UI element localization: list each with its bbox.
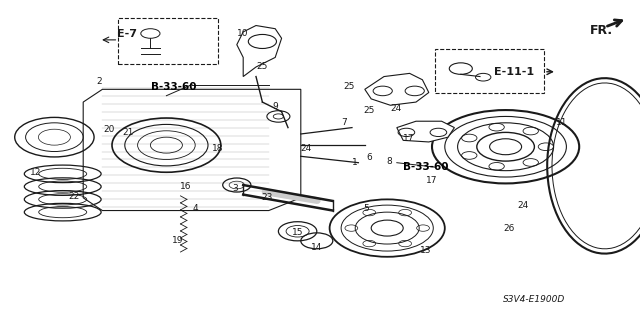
Text: 24: 24 (300, 144, 312, 153)
Text: 23: 23 (262, 193, 273, 202)
Text: 21: 21 (122, 128, 134, 137)
Text: 25: 25 (364, 106, 375, 115)
Text: 15: 15 (292, 228, 303, 237)
Text: 17: 17 (403, 134, 414, 143)
Text: 17: 17 (426, 176, 438, 185)
Text: B-33-60: B-33-60 (403, 161, 449, 172)
Text: 24: 24 (517, 201, 529, 210)
Polygon shape (365, 73, 429, 105)
Bar (435, 49, 544, 93)
Text: B-33-60: B-33-60 (151, 82, 197, 92)
Text: 2: 2 (97, 77, 102, 86)
Polygon shape (237, 26, 282, 77)
FancyArrowPatch shape (265, 192, 317, 201)
Text: 12: 12 (29, 168, 41, 177)
Text: 25: 25 (257, 63, 268, 71)
Text: E-7: E-7 (116, 29, 137, 40)
Text: 26: 26 (503, 224, 515, 233)
Text: FR.: FR. (590, 24, 613, 37)
Polygon shape (83, 89, 301, 211)
Text: 9: 9 (273, 102, 278, 111)
Text: E-11-1: E-11-1 (494, 67, 534, 77)
Polygon shape (397, 121, 454, 142)
Text: 6: 6 (367, 153, 372, 162)
Text: S3V4-E1900D: S3V4-E1900D (503, 295, 566, 304)
Text: 24: 24 (390, 104, 401, 113)
Text: 14: 14 (311, 243, 323, 252)
Text: 11: 11 (556, 118, 568, 127)
Text: 4: 4 (193, 204, 198, 213)
Text: 20: 20 (103, 125, 115, 134)
Text: 7: 7 (342, 118, 347, 127)
Text: 13: 13 (420, 246, 431, 255)
Text: 3: 3 (233, 184, 238, 193)
Text: 5: 5 (364, 204, 369, 213)
Text: 25: 25 (343, 82, 355, 91)
Bar (118, 18, 218, 64)
Text: 22: 22 (68, 192, 79, 201)
Text: 1: 1 (353, 158, 358, 167)
Text: 19: 19 (172, 236, 184, 245)
Text: 18: 18 (212, 144, 223, 153)
Text: 16: 16 (180, 182, 191, 191)
Text: 8: 8 (387, 157, 392, 166)
Text: 10: 10 (237, 29, 249, 38)
